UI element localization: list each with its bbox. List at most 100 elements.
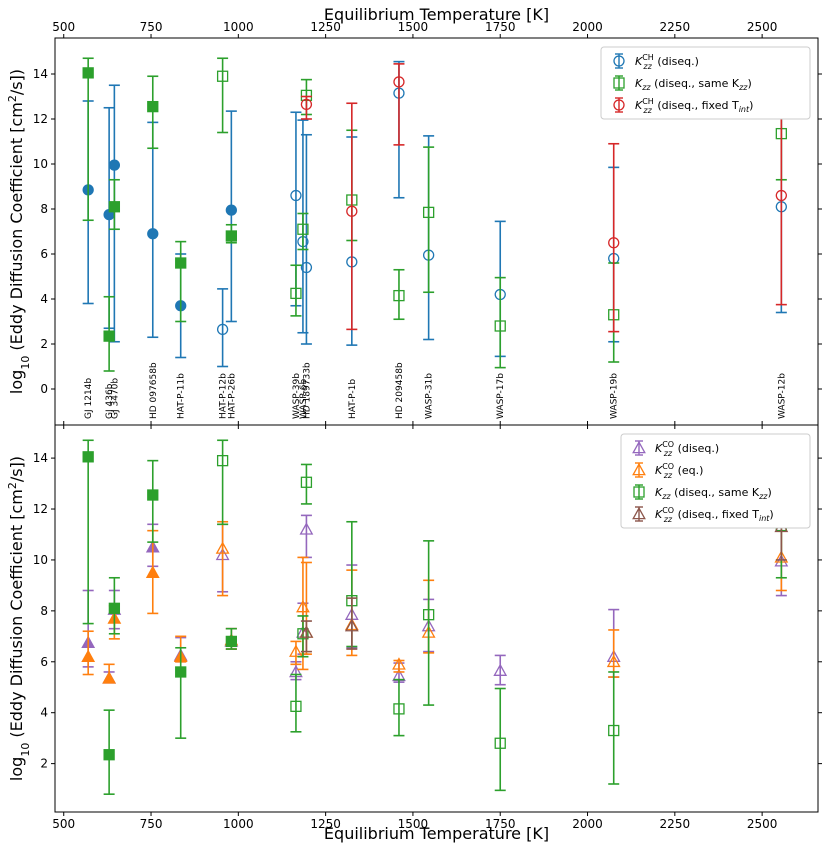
- text-part: int: [739, 105, 750, 114]
- data-point: [393, 289, 405, 302]
- data-point: [493, 663, 508, 676]
- data-point: [608, 237, 620, 249]
- legend-label: KCH zz (diseq., fixed Tint): [635, 97, 753, 115]
- text-part: (diseq., fixed T: [654, 99, 739, 112]
- data-point: [300, 261, 313, 274]
- data-point: [290, 287, 302, 300]
- legend-label: KCO zz (diseq., fixed Tint): [655, 506, 774, 524]
- x-tick-label-top: 500: [52, 20, 75, 34]
- y-tick-label: 8: [40, 604, 48, 618]
- series-kzz-co-diseq-: [81, 514, 789, 686]
- text-part: (diseq., same K: [671, 486, 760, 499]
- y-axis-label: log10 (Eddy Diffusion Coefficient [cm2/s…: [6, 456, 32, 781]
- text-part: CH: [642, 97, 654, 106]
- x-tick-label: 2500: [747, 817, 778, 831]
- text-part: /s]): [7, 69, 26, 95]
- text-part: (diseq., same K: [651, 77, 740, 90]
- text-part: /s]): [7, 456, 26, 482]
- data-point: [300, 98, 313, 111]
- data-point: [147, 489, 159, 501]
- data-point: [225, 635, 237, 648]
- text-part: K: [655, 486, 663, 499]
- data-point: [108, 602, 121, 614]
- x-tick-label-top: 750: [140, 20, 163, 34]
- text-part: CO: [662, 506, 674, 515]
- data-point: [175, 666, 187, 678]
- data-point: [775, 189, 787, 202]
- planet-label: HAT-P-26b: [227, 373, 237, 419]
- data-point: [175, 257, 187, 269]
- x-tick-label: 1000: [223, 817, 254, 831]
- data-point: [290, 700, 302, 712]
- data-point: [216, 454, 229, 467]
- data-point: [289, 644, 303, 657]
- text-part: (Eddy Diffusion Coefficient [cm: [7, 489, 26, 743]
- y-tick-label: 6: [40, 655, 48, 669]
- x-tick-label: 1250: [310, 817, 341, 831]
- data-point: [82, 451, 94, 463]
- text-part: zz: [758, 492, 768, 501]
- text-part: K: [655, 442, 663, 455]
- y-tick-label: 12: [33, 502, 48, 516]
- data-point: [344, 618, 359, 632]
- text-part: ): [748, 77, 752, 90]
- series-kzz-diseq-same-kzz-: [82, 439, 787, 795]
- x-axis-label-top: Equilibrium Temperature [K]: [324, 5, 549, 24]
- series-kzz-co-eq-: [81, 520, 789, 684]
- x-tick-label: 500: [52, 817, 75, 831]
- planet-label: HD 097658b: [149, 362, 159, 419]
- data-point: [299, 625, 314, 638]
- planet-label: WASP-12b: [777, 373, 787, 419]
- text-part: log: [7, 757, 26, 781]
- x-tick-label-top: 2250: [660, 20, 691, 34]
- planet-label: HAT-P-11b: [177, 373, 187, 419]
- data-point: [422, 206, 435, 219]
- planet-label: WASP-31b: [425, 373, 435, 419]
- y-axis-label: log10 (Eddy Diffusion Coefficient [cm2/s…: [6, 69, 32, 394]
- text-part: CO: [662, 462, 674, 471]
- planet-label: WASP-39b: [292, 373, 302, 419]
- x-tick-label: 750: [140, 817, 163, 831]
- legend-label: Kzz (diseq., same Kzz): [635, 77, 752, 92]
- legend-marker: [613, 55, 625, 67]
- planet-label: WASP-19b: [610, 373, 620, 419]
- y-tick-label: 14: [33, 451, 48, 465]
- text-part: zz: [661, 492, 671, 501]
- text-part: zz: [642, 62, 652, 71]
- text-part: K: [635, 99, 643, 112]
- data-point: [297, 628, 309, 640]
- data-point: [606, 654, 621, 668]
- text-part: zz: [663, 515, 673, 524]
- planet-label: GJ 3470b: [110, 378, 120, 419]
- x-tick-label-top: 2500: [747, 20, 778, 34]
- x-tick-label: 1500: [398, 817, 429, 831]
- x-tick-label-top: 2000: [572, 20, 603, 34]
- y-tick-label: 8: [40, 202, 48, 216]
- data-point: [392, 657, 406, 670]
- legend-label: KCH zz (diseq.): [635, 53, 699, 71]
- legend-label: KCO zz (eq.): [655, 462, 703, 480]
- legend: KCO zz (diseq.)KCO zz (eq.)Kzz (diseq., sa…: [620, 433, 811, 529]
- text-part: ): [769, 508, 773, 521]
- y-tick-label: 10: [33, 157, 48, 171]
- text-part: zz: [642, 106, 652, 115]
- data-point: [102, 671, 117, 684]
- legend: KCH zz (diseq.)Kzz (diseq., same Kzz)KCH z…: [600, 46, 811, 120]
- legend-box: [600, 46, 811, 120]
- data-point: [108, 201, 121, 213]
- text-part: (Eddy Diffusion Coefficient [cm: [7, 102, 26, 356]
- text-part: zz: [738, 83, 748, 92]
- text-part: (diseq.): [674, 442, 719, 455]
- data-point: [393, 76, 405, 88]
- data-point: [216, 70, 229, 82]
- y-tick-label: 0: [40, 382, 48, 396]
- y-tick-label: 4: [40, 292, 48, 306]
- text-part: zz: [663, 471, 673, 480]
- planet-label: HAT-P-1b: [348, 379, 358, 419]
- legend-label: Kzz (diseq., same Kzz): [655, 486, 772, 501]
- data-point: [299, 522, 314, 535]
- text-part: 10: [19, 743, 32, 757]
- data-point: [82, 67, 94, 79]
- data-point: [300, 476, 313, 488]
